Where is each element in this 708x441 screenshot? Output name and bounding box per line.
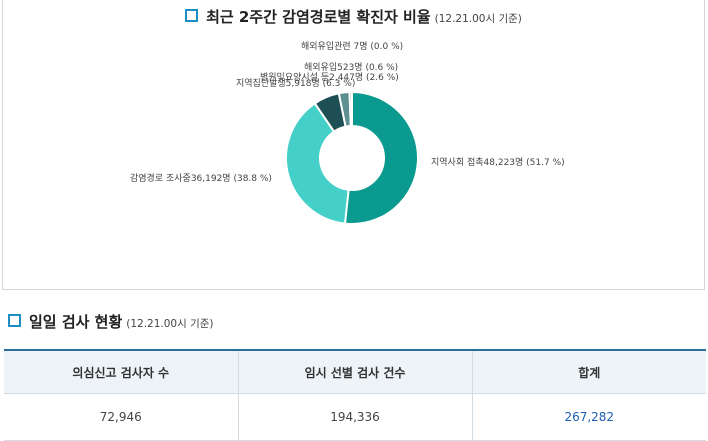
slice-overseas-related-label: 해외유입관련 7명 (0.0 %) bbox=[301, 40, 403, 52]
chart-panel: 최근 2주간 감염경로별 확진자 비율 (12.21.00시 기준) 지역사회 접… bbox=[2, 0, 705, 290]
chart-title: 최근 2주간 감염경로별 확진자 비율 bbox=[206, 8, 431, 26]
slice-local-cluster-label: 지역집단발생5,918명 (6.3 %) bbox=[236, 77, 355, 89]
cell-temporary-screening: 194,336 bbox=[238, 393, 473, 441]
slice-overseas-inflow[interactable] bbox=[348, 90, 353, 128]
header-suspected-tests: 의심신고 검사자 수 bbox=[4, 350, 239, 394]
slice-overseas-inflow-label: 해외유입523명 (0.6 %) bbox=[304, 61, 398, 73]
header-temporary-screening: 임시 선별 검사 건수 bbox=[238, 350, 473, 394]
cell-total: 267,282 bbox=[472, 393, 706, 441]
section-subtitle: (12.21.00시 기준) bbox=[126, 318, 214, 330]
slice-community-contact[interactable] bbox=[343, 90, 419, 225]
square-bullet-icon bbox=[185, 9, 199, 22]
table-row: 72,946 194,336 267,282 bbox=[4, 393, 706, 441]
slice-community-contact-label: 지역사회 접촉48,223명 (51.7 %) bbox=[431, 156, 565, 168]
cell-suspected-tests: 72,946 bbox=[4, 393, 239, 441]
table-header-row: 의심신고 검사자 수 임시 선별 검사 건수 합계 bbox=[4, 350, 706, 394]
header-total: 합계 bbox=[472, 350, 706, 394]
slice-under-investigation[interactable] bbox=[285, 102, 350, 225]
square-bullet-icon bbox=[8, 314, 21, 327]
slice-under-investigation-label: 감염경로 조사중36,192명 (38.8 %) bbox=[130, 172, 272, 184]
chart-title-row: 최근 2주간 감염경로별 확진자 비율 (12.21.00시 기준) bbox=[3, 6, 704, 27]
daily-test-table: 의심신고 검사자 수 임시 선별 검사 건수 합계 72,946 194,336… bbox=[4, 349, 706, 441]
section-title-row: 일일 검사 현황 (12.21.00시 기준) bbox=[8, 311, 214, 332]
slice-hospital-facility-label: 병원및요양시설 등2,447명 (2.6 %) bbox=[260, 71, 399, 83]
chart-subtitle: (12.21.00시 기준) bbox=[434, 13, 522, 25]
donut-chart: 지역사회 접촉48,223명 (51.7 %) 감염경로 조사중36,192명 (… bbox=[130, 40, 565, 225]
section-title: 일일 검사 현황 bbox=[29, 313, 123, 331]
